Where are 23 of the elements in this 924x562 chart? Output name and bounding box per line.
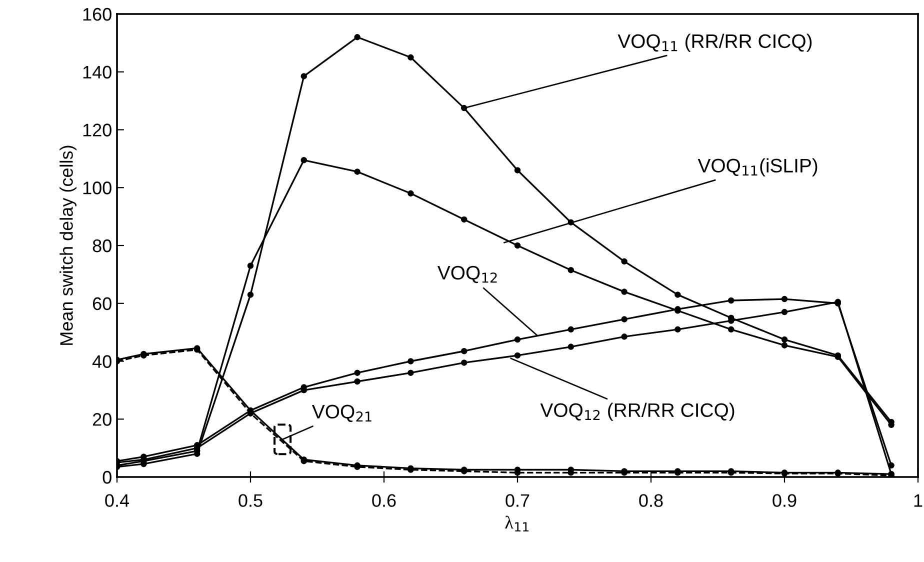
annotation: VOQ$_{11}$(iSLIP) xyxy=(698,158,818,176)
annotation: VOQ$_{11}$ (RR/RR CICQ) xyxy=(618,34,812,52)
x-tick-label: 0.5 xyxy=(238,494,262,507)
x-tick-label: 0.4 xyxy=(105,494,130,507)
y-tick-label: 160 xyxy=(83,8,112,21)
annotation: VOQ$_{12}$ (RR/RR CICQ) xyxy=(540,402,734,421)
annotation: VOQ$_{21}$ xyxy=(312,404,372,422)
y-tick-label: 20 xyxy=(92,413,112,426)
y-tick-label: 0 xyxy=(102,470,112,484)
y-tick-label: 40 xyxy=(92,355,112,368)
y-axis-title: Mean switch delay (cells) xyxy=(60,146,76,345)
y-tick-label: 120 xyxy=(83,124,112,136)
y-tick-label: 140 xyxy=(83,66,112,79)
annotation: VOQ$_{12}$ xyxy=(437,266,497,284)
x-tick-label: 1 xyxy=(914,494,922,507)
x-tick-label: 0.9 xyxy=(772,494,796,507)
y-tick-label: 60 xyxy=(92,297,112,310)
y-tick-label: 80 xyxy=(92,239,112,252)
y-tick-label: 100 xyxy=(83,182,112,194)
x-tick-label: 0.7 xyxy=(506,494,530,507)
x-tick-label: 0.6 xyxy=(372,494,396,507)
x-tick-label: 0.8 xyxy=(639,494,663,507)
x-axis-title: λ$_{11}$ xyxy=(505,516,529,532)
